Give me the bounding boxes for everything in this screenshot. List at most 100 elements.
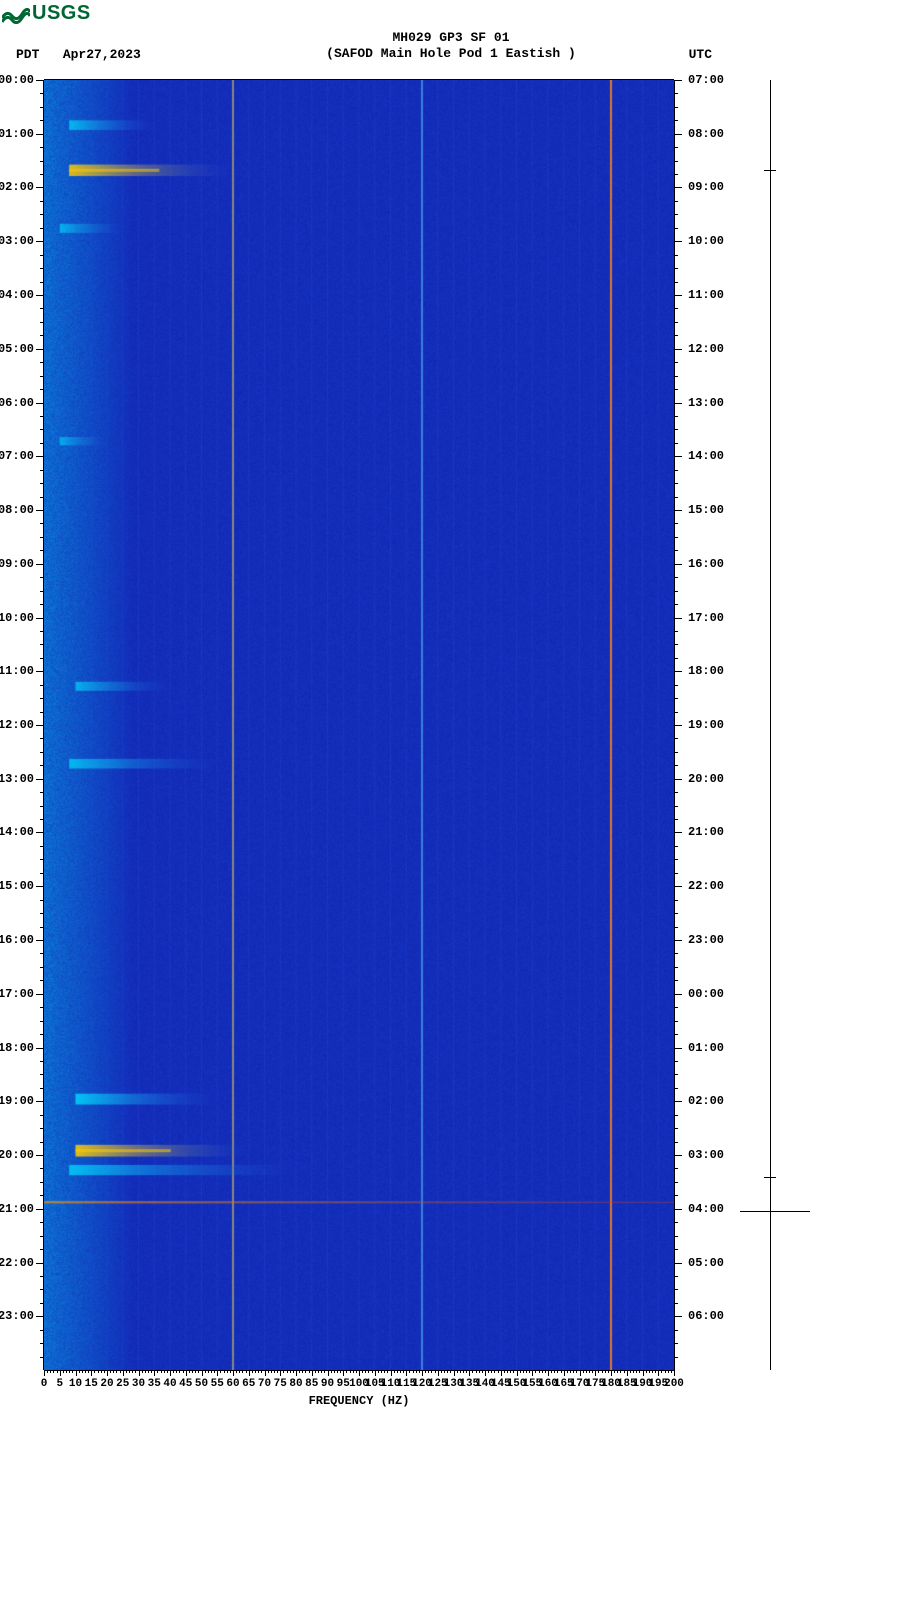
ytick-minor <box>40 765 44 766</box>
xtick-minor <box>526 1370 527 1373</box>
ytick-minor <box>674 1195 678 1196</box>
ytick-mark <box>674 1101 682 1102</box>
ytick-minor <box>674 147 678 148</box>
ytick-mark <box>36 1263 44 1264</box>
xtick-minor <box>305 1370 306 1373</box>
ytick-minor <box>674 335 678 336</box>
xtick-minor <box>318 1370 319 1373</box>
ytick-minor <box>674 443 678 444</box>
header-right: UTC <box>689 47 712 62</box>
xtick-minor <box>542 1370 543 1373</box>
xtick-mark <box>469 1370 470 1376</box>
ytick-mark <box>36 1155 44 1156</box>
ytick-label: 19:00 <box>0 1094 34 1108</box>
ytick-label: 13:00 <box>0 772 34 786</box>
xtick-mark <box>233 1370 234 1376</box>
ytick-minor <box>674 470 678 471</box>
xtick-minor <box>176 1370 177 1373</box>
ytick-minor <box>40 1021 44 1022</box>
ytick-minor <box>40 1142 44 1143</box>
ytick-minor <box>674 161 678 162</box>
xtick-mark <box>485 1370 486 1376</box>
xtick-minor <box>620 1370 621 1373</box>
ytick-minor <box>674 1021 678 1022</box>
xtick-mark <box>611 1370 612 1376</box>
ytick-label: 18:00 <box>688 664 724 678</box>
xtick-minor <box>633 1370 634 1373</box>
xtick-minor <box>116 1370 117 1373</box>
xtick-minor <box>362 1370 363 1373</box>
ytick-label: 00:00 <box>0 73 34 87</box>
ytick-minor <box>40 967 44 968</box>
xtick-minor <box>110 1370 111 1373</box>
xtick-mark <box>154 1370 155 1376</box>
ytick-minor <box>40 1061 44 1062</box>
ytick-minor <box>40 698 44 699</box>
xtick-minor <box>340 1370 341 1373</box>
xtick-minor <box>624 1370 625 1373</box>
ytick-label: 05:00 <box>688 1256 724 1270</box>
ytick-minor <box>674 980 678 981</box>
ytick-label: 22:00 <box>0 1256 34 1270</box>
xtick-minor <box>384 1370 385 1373</box>
ytick-minor <box>674 389 678 390</box>
y-axis-right: 07:0008:0009:0010:0011:0012:0013:0014:00… <box>674 80 734 1370</box>
xtick-minor <box>476 1370 477 1373</box>
xtick-mark <box>658 1370 659 1376</box>
usgs-logo: USGS <box>2 2 91 25</box>
xtick-minor <box>545 1370 546 1373</box>
xtick-minor <box>598 1370 599 1373</box>
xtick-minor <box>334 1370 335 1373</box>
ytick-mark <box>674 241 682 242</box>
title-line-1: MH029 GP3 SF 01 <box>0 30 902 46</box>
ytick-minor <box>674 1088 678 1089</box>
xtick-minor <box>428 1370 429 1373</box>
ytick-minor <box>40 1343 44 1344</box>
ytick-minor <box>40 1128 44 1129</box>
ytick-label: 09:00 <box>688 180 724 194</box>
xtick-label: 60 <box>226 1378 239 1390</box>
xtick-minor <box>142 1370 143 1373</box>
xtick-label: 0 <box>41 1378 48 1390</box>
ytick-minor <box>40 1330 44 1331</box>
xtick-minor <box>450 1370 451 1373</box>
ytick-mark <box>36 134 44 135</box>
xtick-minor <box>539 1370 540 1373</box>
xtick-label: 35 <box>148 1378 161 1390</box>
xtick-minor <box>135 1370 136 1373</box>
xtick-mark <box>170 1370 171 1376</box>
ytick-minor <box>40 93 44 94</box>
ytick-minor <box>674 752 678 753</box>
xtick-minor <box>447 1370 448 1373</box>
xtick-minor <box>365 1370 366 1373</box>
xtick-minor <box>63 1370 64 1373</box>
ytick-label: 02:00 <box>0 180 34 194</box>
ytick-minor <box>674 497 678 498</box>
xtick-minor <box>290 1370 291 1373</box>
ytick-mark <box>36 510 44 511</box>
ytick-label: 01:00 <box>688 1041 724 1055</box>
ytick-minor <box>674 214 678 215</box>
ytick-minor <box>674 658 678 659</box>
ytick-minor <box>40 980 44 981</box>
y-axis-left: 00:0001:0002:0003:0004:0005:0006:0007:00… <box>0 80 44 1370</box>
xtick-minor <box>255 1370 256 1373</box>
ytick-minor <box>40 1088 44 1089</box>
ytick-minor <box>40 523 44 524</box>
ytick-minor <box>40 1195 44 1196</box>
xtick-mark <box>674 1370 675 1376</box>
ytick-minor <box>674 577 678 578</box>
ytick-minor <box>674 953 678 954</box>
ytick-label: 03:00 <box>688 1148 724 1162</box>
ytick-mark <box>674 994 682 995</box>
xtick-minor <box>592 1370 593 1373</box>
xtick-minor <box>236 1370 237 1373</box>
ytick-minor <box>40 1236 44 1237</box>
ytick-minor <box>674 107 678 108</box>
xtick-mark <box>91 1370 92 1376</box>
xtick-minor <box>224 1370 225 1373</box>
ytick-label: 07:00 <box>688 73 724 87</box>
xtick-minor <box>494 1370 495 1373</box>
xtick-label: 70 <box>258 1378 271 1390</box>
ytick-mark <box>674 671 682 672</box>
